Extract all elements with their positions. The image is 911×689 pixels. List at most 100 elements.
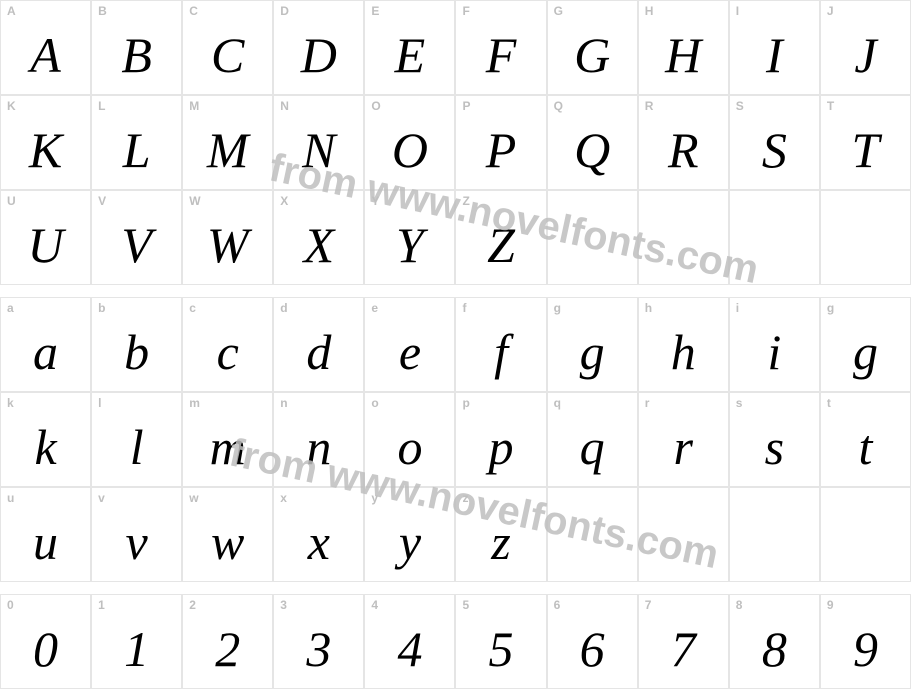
glyph-cell: PP	[455, 95, 546, 190]
glyph-cell-empty	[638, 190, 729, 285]
glyph-cell-empty	[820, 487, 911, 582]
glyph-cell: 11	[91, 594, 182, 689]
cell-label: G	[554, 5, 563, 17]
cell-label: 9	[827, 599, 834, 611]
cell-label: P	[462, 100, 470, 112]
glyph-cell: rr	[638, 392, 729, 487]
glyph-cell: ww	[182, 487, 273, 582]
cell-glyph: h	[671, 327, 696, 377]
cell-glyph: 9	[853, 624, 878, 674]
glyph-cell: yy	[364, 487, 455, 582]
glyph-cell: JJ	[820, 0, 911, 95]
glyph-cell: uu	[0, 487, 91, 582]
cell-glyph: E	[395, 30, 426, 80]
glyph-cell: TT	[820, 95, 911, 190]
cell-label: L	[98, 100, 105, 112]
cell-label: i	[736, 302, 739, 314]
glyph-cell: ee	[364, 297, 455, 392]
cell-label: t	[827, 397, 831, 409]
cell-label: r	[645, 397, 650, 409]
glyph-cell: KK	[0, 95, 91, 190]
section-lowercase: aabbccddeeffgghhiiggkkllmmnnooppqqrrsstt…	[0, 297, 911, 582]
glyph-cell: MM	[182, 95, 273, 190]
cell-label: q	[554, 397, 561, 409]
cell-label: J	[827, 5, 834, 17]
cell-glyph: f	[494, 327, 508, 377]
cell-label: 4	[371, 599, 378, 611]
cell-label: Q	[554, 100, 563, 112]
glyph-cell: II	[729, 0, 820, 95]
cell-glyph: 3	[306, 624, 331, 674]
cell-glyph: F	[486, 30, 517, 80]
cell-label: W	[189, 195, 200, 207]
cell-glyph: 1	[124, 624, 149, 674]
cell-glyph: D	[301, 30, 337, 80]
cell-label: z	[462, 492, 468, 504]
cell-label: y	[371, 492, 378, 504]
cell-label: Y	[371, 195, 379, 207]
cell-label: U	[7, 195, 16, 207]
glyph-cell: SS	[729, 95, 820, 190]
glyph-cell: CC	[182, 0, 273, 95]
glyph-cell: mm	[182, 392, 273, 487]
glyph-cell: ss	[729, 392, 820, 487]
glyph-cell: pp	[455, 392, 546, 487]
glyph-cell: 00	[0, 594, 91, 689]
cell-glyph: k	[34, 422, 56, 472]
cell-label: v	[98, 492, 105, 504]
section-gap	[0, 285, 911, 297]
cell-glyph: I	[766, 30, 783, 80]
glyph-cell: 55	[455, 594, 546, 689]
cell-glyph: O	[392, 125, 428, 175]
cell-glyph: c	[217, 327, 239, 377]
cell-label: b	[98, 302, 105, 314]
cell-glyph: K	[29, 125, 62, 175]
cell-label: N	[280, 100, 289, 112]
glyph-cell: cc	[182, 297, 273, 392]
glyph-cell-empty	[547, 190, 638, 285]
glyph-cell: 77	[638, 594, 729, 689]
cell-glyph: 7	[671, 624, 696, 674]
glyph-cell: nn	[273, 392, 364, 487]
cell-glyph: 2	[215, 624, 240, 674]
cell-glyph: 5	[489, 624, 514, 674]
cell-glyph: Z	[487, 220, 515, 270]
glyph-cell: qq	[547, 392, 638, 487]
section-uppercase: AABBCCDDEEFFGGHHIIJJKKLLMMNNOOPPQQRRSSTT…	[0, 0, 911, 285]
cell-label: E	[371, 5, 379, 17]
glyph-cell: dd	[273, 297, 364, 392]
cell-glyph: l	[130, 422, 144, 472]
cell-glyph: v	[126, 517, 148, 567]
cell-label: g	[554, 302, 561, 314]
glyph-cell: HH	[638, 0, 729, 95]
cell-label: H	[645, 5, 654, 17]
sections-host: AABBCCDDEEFFGGHHIIJJKKLLMMNNOOPPQQRRSSTT…	[0, 0, 911, 689]
cell-glyph: u	[33, 517, 58, 567]
cell-label: w	[189, 492, 198, 504]
cell-label: s	[736, 397, 743, 409]
glyph-cell: AA	[0, 0, 91, 95]
cell-glyph: T	[852, 125, 880, 175]
cell-glyph: q	[580, 422, 605, 472]
cell-label: R	[645, 100, 654, 112]
cell-label: D	[280, 5, 289, 17]
glyph-cell: WW	[182, 190, 273, 285]
glyph-cell: ll	[91, 392, 182, 487]
cell-glyph: C	[211, 30, 244, 80]
cell-glyph: x	[308, 517, 330, 567]
cell-glyph: a	[33, 327, 58, 377]
glyph-cell: 99	[820, 594, 911, 689]
cell-glyph: R	[668, 125, 699, 175]
glyph-cell: VV	[91, 190, 182, 285]
cell-glyph: A	[30, 30, 61, 80]
glyph-cell: FF	[455, 0, 546, 95]
cell-label: d	[280, 302, 287, 314]
glyph-cell-empty	[547, 487, 638, 582]
glyph-cell: OO	[364, 95, 455, 190]
glyph-cell: 44	[364, 594, 455, 689]
cell-label: K	[7, 100, 16, 112]
cell-glyph: B	[121, 30, 152, 80]
cell-label: S	[736, 100, 744, 112]
glyph-cell: GG	[547, 0, 638, 95]
cell-label: l	[98, 397, 101, 409]
